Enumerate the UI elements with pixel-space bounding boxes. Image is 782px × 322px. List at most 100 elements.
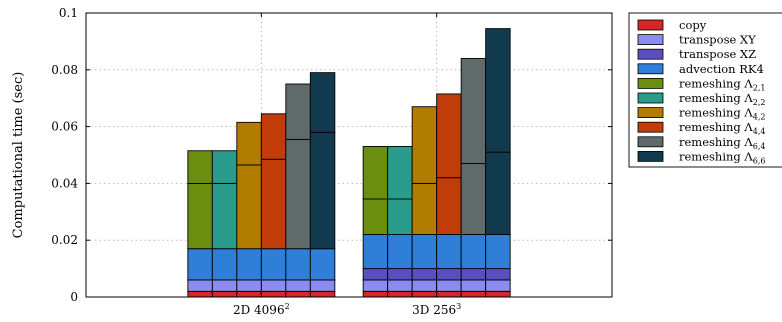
bar-segment: [211, 279, 238, 292]
legend-swatch: [637, 48, 664, 60]
bar-segment: [309, 290, 336, 298]
legend-label: remeshing Λ6,4: [679, 135, 765, 151]
legend-label: remeshing Λ2,2: [679, 91, 765, 107]
bar-segment: [309, 279, 336, 292]
bar-segment: [260, 290, 287, 298]
axis-layer: 0 0.02 0.04 0.06 0.08 0.1 2D 40962 3D 2563: [51, 6, 612, 317]
bar-segment: [260, 158, 287, 250]
bar-segment: [436, 93, 462, 179]
legend-swatch: [637, 19, 664, 31]
legend-swatch: [637, 107, 664, 118]
bar-segment: [411, 279, 438, 292]
bar-segment: [285, 290, 311, 298]
bar-segment: [387, 198, 413, 235]
y-tick-label: 0.1: [59, 6, 78, 20]
legend-swatch: [637, 63, 664, 75]
bar-segment: [485, 234, 511, 270]
bar-segment: [236, 290, 262, 298]
bar-segment: [387, 234, 413, 270]
bar-segment: [285, 83, 311, 140]
bar-segment: [411, 106, 438, 184]
bar-segment: [411, 182, 438, 235]
legend-label: copy: [679, 18, 707, 32]
bar-segment: [211, 182, 238, 250]
bar-segment: [436, 290, 462, 298]
x-tick-label: 3D 2563: [412, 302, 461, 317]
bar-segment: [485, 290, 511, 298]
bar-segment: [436, 177, 462, 235]
legend-swatch: [637, 34, 664, 45]
bar-segment: [485, 279, 511, 292]
y-tick-label: 0.04: [51, 176, 78, 190]
bar-segment: [485, 28, 511, 153]
bar-segment: [411, 290, 438, 298]
bar-segment: [485, 151, 511, 235]
bar-segment: [285, 279, 311, 292]
legend-swatch: [637, 121, 664, 133]
bar-segment: [460, 279, 487, 292]
bar-segment: [411, 234, 438, 270]
bar-segment: [260, 113, 287, 160]
bar-segment: [460, 163, 487, 235]
legend-swatch: [637, 78, 664, 89]
legend-swatch: [637, 150, 664, 162]
legend-label: transpose XY: [679, 33, 756, 47]
bar-segment: [485, 268, 511, 281]
y-axis-label: Computational time (sec): [11, 72, 26, 239]
legend-label: remeshing Λ4,4: [679, 120, 765, 136]
bar-segment: [362, 268, 389, 281]
bar-segment: [236, 248, 262, 281]
bar-segment: [187, 248, 213, 281]
bar-segment: [436, 234, 462, 270]
bar-segment: [187, 150, 213, 184]
y-tick-label: 0: [70, 290, 78, 304]
legend-swatch: [637, 136, 664, 148]
bar-segment: [285, 248, 311, 281]
x-tick-label: 2D 40962: [233, 302, 290, 317]
bar-segment: [387, 268, 413, 281]
bar-segment: [187, 182, 213, 250]
bar-segment: [362, 234, 389, 270]
bar-segment: [187, 279, 213, 292]
legend-label: remeshing Λ6,6: [679, 149, 765, 165]
bar-segment: [411, 268, 438, 281]
legend-label: advection RK4: [679, 62, 764, 76]
bar-segment: [387, 146, 413, 200]
bar-segment: [460, 57, 487, 164]
bar-segment: [387, 290, 413, 298]
legend-label: remeshing Λ2,1: [679, 76, 765, 92]
bar-segment: [436, 268, 462, 281]
bar-segment: [362, 198, 389, 235]
legend-label: transpose XZ: [679, 47, 756, 61]
legend-label: remeshing Λ4,2: [679, 106, 765, 122]
legend-swatch: [637, 92, 664, 104]
bar-segment: [309, 131, 336, 250]
bar-segment: [236, 121, 262, 166]
bar-segment: [260, 248, 287, 281]
bar-segment: [309, 72, 336, 133]
y-tick-label: 0.06: [51, 120, 78, 134]
bar-segment: [460, 290, 487, 298]
bar-segment: [236, 279, 262, 292]
bar-segment: [211, 248, 238, 281]
bar-segment: [362, 146, 389, 200]
y-tick-label: 0.02: [51, 233, 78, 247]
bar-segment: [309, 248, 336, 281]
bar-segment: [211, 290, 238, 298]
bar-segment: [387, 279, 413, 292]
bar-segment: [460, 268, 487, 281]
bar-segment: [362, 279, 389, 292]
bars-layer: [187, 28, 511, 298]
bar-segment: [436, 279, 462, 292]
bar-segment: [260, 279, 287, 292]
bar-segment: [460, 234, 487, 270]
bar-segment: [362, 290, 389, 298]
grid-layer: [86, 13, 612, 297]
bar-segment: [285, 138, 311, 250]
bar-segment: [187, 290, 213, 298]
y-tick-label: 0.08: [51, 63, 78, 77]
bar-segment: [211, 150, 238, 184]
bar-segment: [236, 164, 262, 250]
